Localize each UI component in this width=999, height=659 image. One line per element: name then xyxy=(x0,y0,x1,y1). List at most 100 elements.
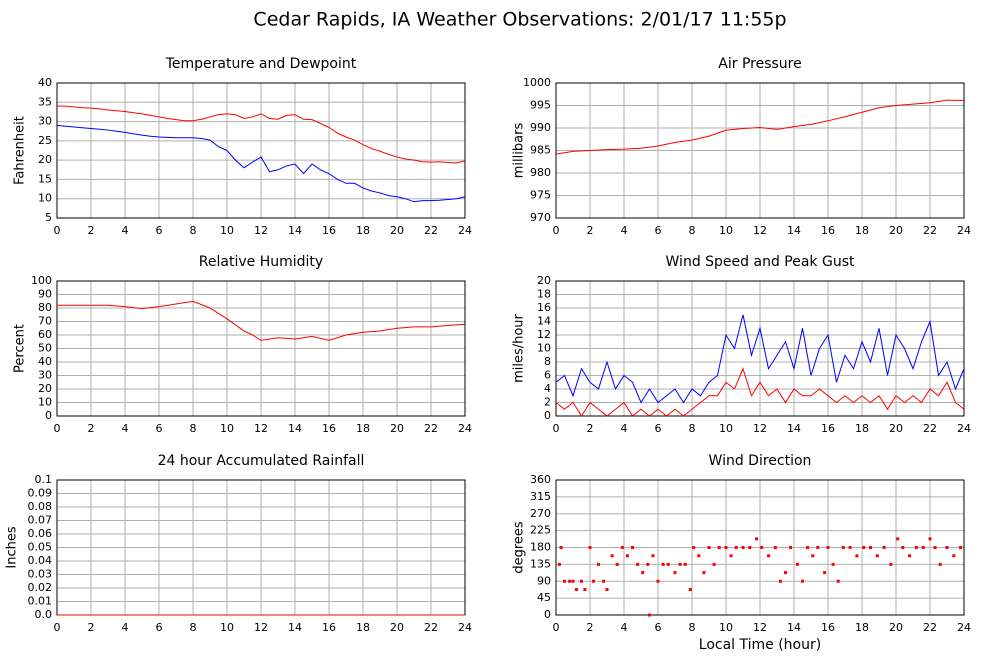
x-tick-label: 20 xyxy=(390,621,404,634)
y-tick-label: 90 xyxy=(537,574,551,587)
data-point xyxy=(651,554,655,558)
x-tick-label: 10 xyxy=(220,224,234,237)
y-axis-label: Inches xyxy=(5,526,20,568)
x-tick-label: 2 xyxy=(88,224,95,237)
data-point xyxy=(959,546,963,549)
y-tick-label: 990 xyxy=(530,121,551,134)
y-tick-label: 995 xyxy=(530,99,551,112)
x-tick-label: 24 xyxy=(957,422,971,435)
y-tick-label: 2 xyxy=(544,396,551,409)
y-tick-label: 135 xyxy=(530,557,551,570)
x-tick-label: 2 xyxy=(587,224,594,237)
y-tick-label: 20 xyxy=(38,153,52,166)
y-tick-label: 14 xyxy=(537,315,551,328)
data-point xyxy=(784,571,787,575)
data-point xyxy=(702,571,706,575)
y-tick-label: 70 xyxy=(38,315,52,328)
x-tick-label: 20 xyxy=(889,224,903,237)
data-point xyxy=(559,546,563,549)
data-point xyxy=(928,537,932,541)
data-point xyxy=(602,579,606,583)
data-point xyxy=(568,579,572,583)
data-point xyxy=(938,562,942,566)
x-tick-label: 10 xyxy=(220,422,234,435)
x-tick-label: 24 xyxy=(458,621,472,634)
plot-frame xyxy=(555,82,965,219)
x-tick-label: 24 xyxy=(957,621,971,634)
y-tick-label: 16 xyxy=(537,301,551,314)
y-tick-label: 18 xyxy=(537,288,551,301)
data-point xyxy=(882,546,886,549)
x-tick-label: 16 xyxy=(322,224,336,237)
y-tick-label: 80 xyxy=(38,301,52,314)
data-point xyxy=(692,546,696,549)
data-point xyxy=(760,546,764,549)
x-tick-label: 22 xyxy=(923,422,937,435)
x-tick-label: 22 xyxy=(923,621,937,634)
data-point xyxy=(862,546,866,549)
series-line xyxy=(555,367,965,417)
data-point xyxy=(717,546,721,549)
x-tick-label: 18 xyxy=(855,422,869,435)
x-tick-label: 14 xyxy=(288,224,302,237)
y-tick-label: 0.01 xyxy=(28,595,53,608)
data-point xyxy=(724,546,728,549)
data-point xyxy=(580,579,583,583)
x-tick-label: 20 xyxy=(390,224,404,237)
data-point xyxy=(741,546,745,549)
x-tick-label: 16 xyxy=(821,224,835,237)
x-tick-label: 12 xyxy=(753,422,767,435)
data-point xyxy=(729,554,733,558)
y-tick-label: 315 xyxy=(530,490,551,503)
y-tick-label: 0.1 xyxy=(35,473,53,486)
y-axis-label: millibars xyxy=(512,123,527,179)
x-tick-label: 8 xyxy=(689,621,696,634)
y-tick-label: 980 xyxy=(530,166,551,179)
y-tick-label: 0 xyxy=(544,608,551,621)
y-tick-label: 0.03 xyxy=(28,568,53,581)
data-point xyxy=(914,546,918,549)
x-tick-label: 6 xyxy=(655,621,662,634)
series-line xyxy=(57,300,466,341)
data-point xyxy=(789,546,793,549)
y-tick-label: 5 xyxy=(45,211,52,224)
x-tick-label: 10 xyxy=(719,422,733,435)
y-tick-label: 270 xyxy=(530,507,551,520)
data-point xyxy=(816,546,820,549)
plot-frame xyxy=(56,82,466,219)
data-point xyxy=(591,579,595,583)
x-tick-label: 6 xyxy=(156,422,163,435)
x-tick-label: 14 xyxy=(288,422,302,435)
x-tick-label: 4 xyxy=(122,621,129,634)
data-point xyxy=(921,546,925,549)
data-point xyxy=(831,562,835,566)
x-tick-label: 18 xyxy=(356,224,370,237)
x-tick-label: 8 xyxy=(190,621,197,634)
data-point xyxy=(806,546,810,549)
x-tick-label: 22 xyxy=(424,621,438,634)
y-tick-label: 6 xyxy=(544,369,551,382)
x-tick-label: 24 xyxy=(458,422,472,435)
x-tick-label: 8 xyxy=(689,422,696,435)
data-point xyxy=(848,546,852,549)
y-tick-label: 4 xyxy=(544,382,551,395)
y-tick-label: 225 xyxy=(530,524,551,537)
x-tick-label: 8 xyxy=(689,224,696,237)
data-point xyxy=(697,554,701,558)
data-point xyxy=(826,546,830,549)
data-point xyxy=(712,562,716,566)
data-point xyxy=(610,554,614,558)
x-tick-label: 4 xyxy=(621,621,628,634)
x-tick-label: 2 xyxy=(88,422,95,435)
x-tick-label: 12 xyxy=(254,422,268,435)
y-tick-label: 0 xyxy=(544,409,551,422)
y-tick-label: 180 xyxy=(530,541,551,554)
y-axis-label: Percent xyxy=(13,324,28,373)
y-tick-label: 0.09 xyxy=(28,487,53,500)
y-tick-label: 0.02 xyxy=(28,581,53,594)
data-point xyxy=(901,546,905,549)
chart-title: Wind Direction xyxy=(709,453,812,469)
y-tick-label: 975 xyxy=(530,189,551,202)
y-axis-label: degrees xyxy=(512,521,527,574)
x-tick-label: 6 xyxy=(156,621,163,634)
